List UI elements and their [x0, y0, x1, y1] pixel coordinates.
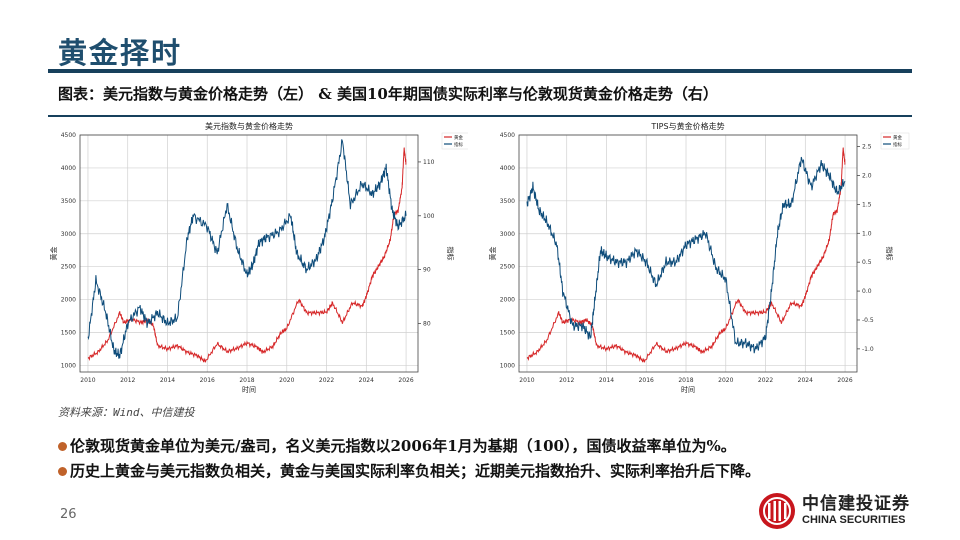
y2-tick-label: -0.5	[862, 317, 874, 324]
y-tick-label: 4000	[61, 165, 76, 172]
chart-title: 美元指数与黄金价格走势	[205, 121, 293, 131]
y-tick-label: 3500	[61, 198, 76, 205]
title-divider	[48, 69, 912, 73]
x-tick-label: 2010	[519, 377, 534, 384]
plot-frame	[518, 134, 858, 373]
caption-divider	[48, 115, 912, 117]
citic-logo-icon	[759, 493, 795, 529]
x-tick-label: 2020	[718, 377, 733, 384]
y2-tick-label: 80	[423, 321, 431, 328]
x-tick-label: 2020	[279, 377, 294, 384]
x-tick-label: 2016	[639, 377, 654, 384]
x-tick-label: 2012	[559, 377, 574, 384]
x-tick-label: 2014	[160, 377, 175, 384]
y-tick-label: 3000	[61, 231, 76, 238]
page-title: 黄金择时	[58, 36, 183, 70]
y-tick-label: 4500	[61, 132, 76, 139]
company-logo: 中信建投证券 CHINA SECURITIES	[758, 492, 910, 530]
figure-caption: 图表：美元指数与黄金价格走势（左） & 美国10年期国债实际利率与伦敦现货黄金价…	[58, 85, 718, 103]
y-tick-label: 4500	[500, 132, 515, 139]
x-tick-label: 2024	[359, 377, 374, 384]
legend-label: 指标	[454, 141, 463, 148]
x-tick-label: 2018	[239, 377, 254, 384]
x-axis-label: 时间	[242, 385, 256, 394]
x-tick-label: 2026	[837, 377, 852, 384]
y2-tick-label: 1.0	[862, 230, 872, 237]
chart-dxy-gold: 美元指数与黄金价格走势 2010 2012 2014 2016 2018 2020 2022 2…	[49, 121, 468, 394]
x-tick-label: 2016	[200, 377, 215, 384]
y2-tick-label: 2.0	[862, 172, 872, 179]
chart-tips-gold: TIPS与黄金价格走势 2010 2012 2014 2016 2018 2020 2022 2…	[488, 121, 910, 394]
legend-label: 指标	[893, 141, 902, 148]
x-tick-label: 2026	[398, 377, 413, 384]
bullet-list: 伦敦现货黄金单位为美元/盎司，名义美元指数以2006年1月为基期（100），国债…	[58, 434, 760, 484]
y-tick-label: 2000	[500, 297, 515, 304]
y2-tick-label: 1.5	[862, 201, 872, 208]
logo-cn-text: 中信建投证券	[802, 494, 910, 514]
x-tick-label: 2022	[319, 377, 334, 384]
plot-frame	[79, 134, 419, 373]
y2-axis-label: 指标	[446, 247, 455, 261]
y2-tick-label: -1.0	[862, 346, 874, 353]
y-tick-label: 3000	[500, 231, 515, 238]
y2-axis-label: 指标	[885, 247, 894, 261]
x-tick-label: 2018	[678, 377, 693, 384]
legend-label: 黄金	[893, 134, 902, 141]
bullet-item: 伦敦现货黄金单位为美元/盎司，名义美元指数以2006年1月为基期（100），国债…	[58, 434, 760, 459]
bullet-item: 历史上黄金与美元指数负相关，黄金与美国实际利率负相关；近期美元指数抬升、实际利率…	[58, 459, 760, 484]
bullet-dot-icon	[58, 467, 67, 476]
y-tick-label: 3500	[500, 198, 515, 205]
data-source: 资料来源：Wind、中信建投	[58, 406, 195, 419]
bullet-dot-icon	[58, 442, 67, 451]
y-axis-label: 黄金	[488, 247, 497, 261]
bullet-text: 历史上黄金与美元指数负相关，黄金与美国实际利率负相关；近期美元指数抬升、实际利率…	[70, 462, 761, 480]
series-line-gold	[526, 147, 846, 363]
y2-tick-label: 110	[423, 159, 435, 166]
y-tick-label: 1000	[500, 362, 515, 369]
y2-tick-label: 0.5	[862, 259, 872, 266]
y-tick-label: 2500	[500, 264, 515, 271]
chart-title: TIPS与黄金价格走势	[650, 121, 724, 131]
y-tick-label: 4000	[500, 165, 515, 172]
x-axis-label: 时间	[681, 385, 695, 394]
y2-tick-label: 0.0	[862, 288, 872, 295]
logo-en-text: CHINA SECURITIES	[802, 514, 906, 526]
y-tick-label: 1500	[500, 330, 515, 337]
y-axis-label: 黄金	[49, 247, 58, 261]
y-tick-label: 1500	[61, 330, 76, 337]
bullet-text: 伦敦现货黄金单位为美元/盎司，名义美元指数以2006年1月为基期（100），国债…	[70, 437, 736, 455]
x-tick-label: 2022	[758, 377, 773, 384]
x-tick-label: 2010	[80, 377, 95, 384]
page-number: 26	[60, 507, 77, 522]
y-tick-label: 2000	[61, 297, 76, 304]
series-line-index	[87, 139, 407, 359]
y2-tick-label: 2.5	[862, 144, 872, 151]
x-tick-label: 2024	[798, 377, 813, 384]
x-tick-label: 2012	[120, 377, 135, 384]
y2-tick-label: 90	[423, 267, 431, 274]
legend-label: 黄金	[454, 134, 463, 141]
y-tick-label: 1000	[61, 362, 76, 369]
x-tick-label: 2014	[599, 377, 614, 384]
y2-tick-label: 100	[423, 213, 435, 220]
series-line-index	[526, 156, 846, 354]
y-tick-label: 2500	[61, 264, 76, 271]
